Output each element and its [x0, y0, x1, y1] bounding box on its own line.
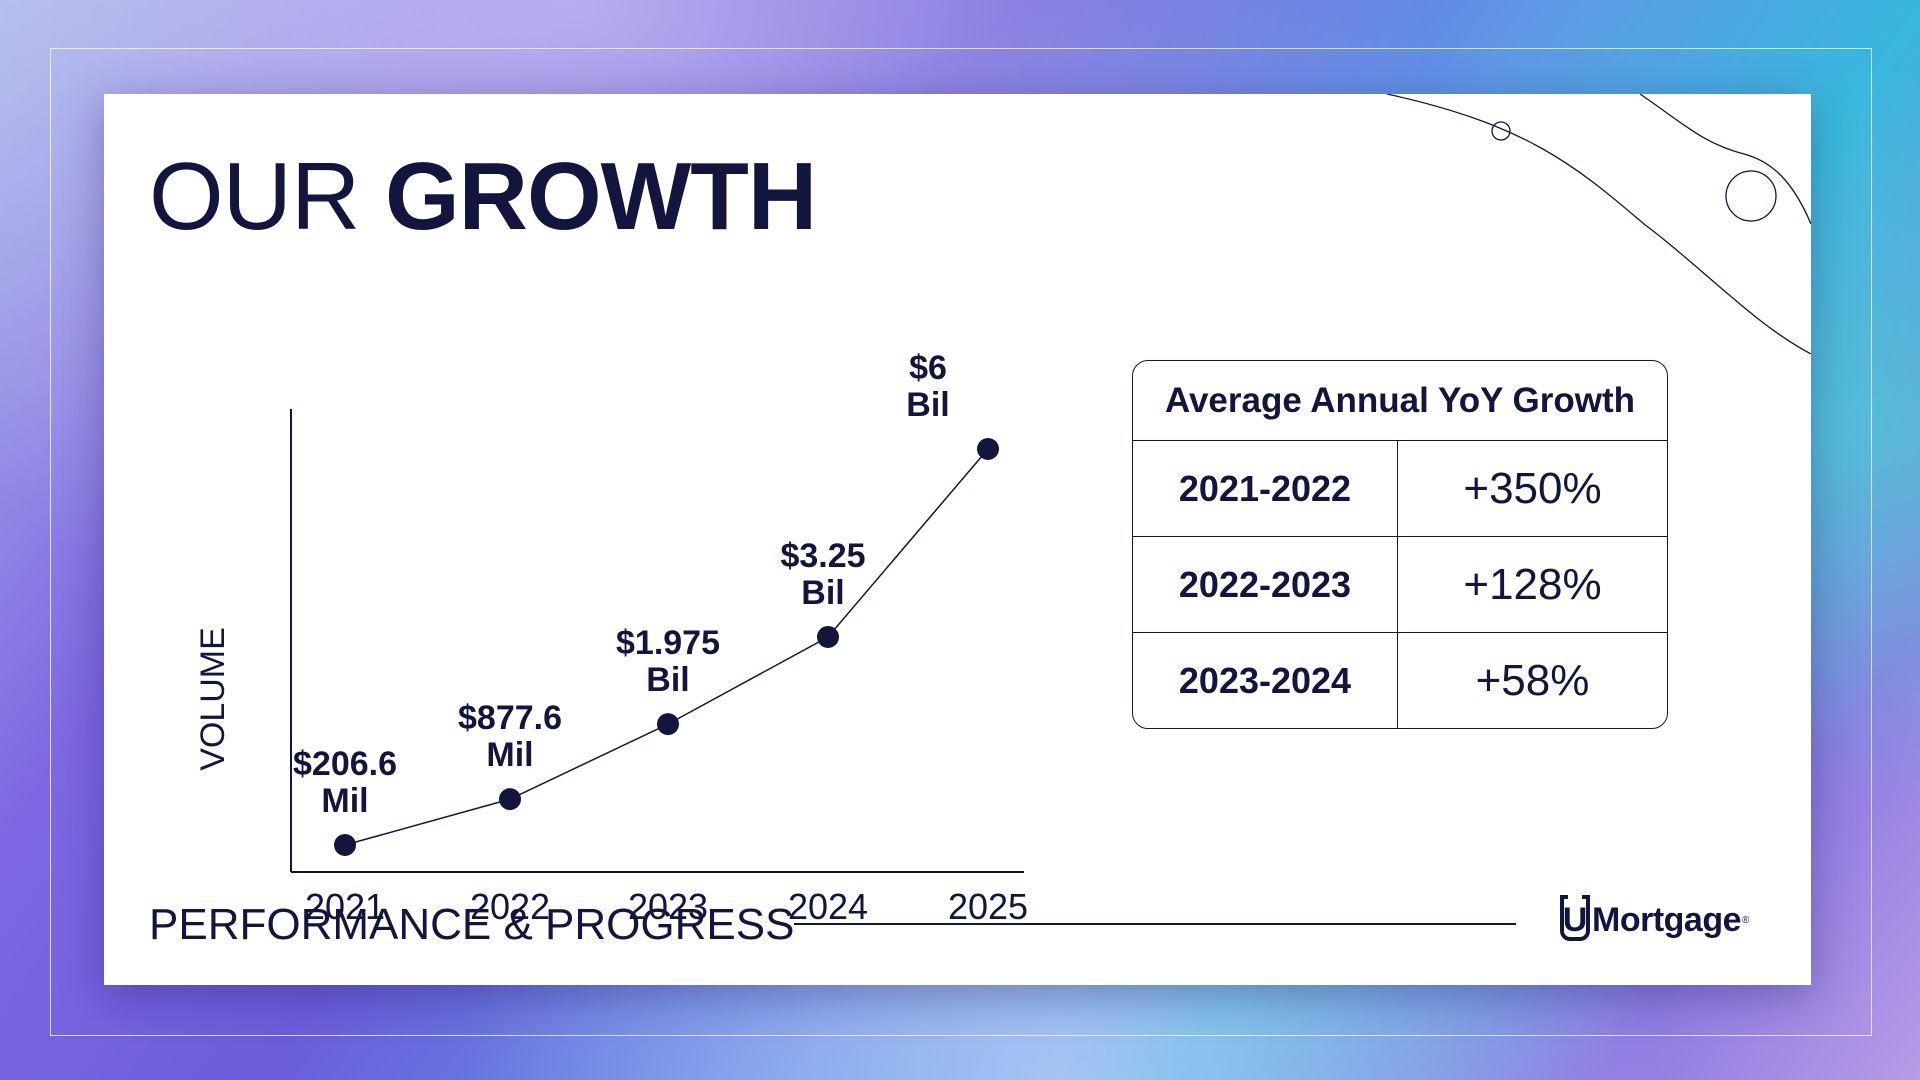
- logo-mark-letter: U: [1562, 901, 1588, 939]
- footer-caption: PERFORMANCE & PROGRESS: [149, 900, 795, 949]
- data-label: $6 Bil: [906, 349, 949, 424]
- slide-title: OUR GROWTH: [149, 149, 817, 245]
- small-circle-icon: [1491, 121, 1511, 141]
- logo-registered: ®: [1742, 914, 1750, 926]
- yoy-period: 2022-2023: [1133, 537, 1398, 632]
- yoy-period: 2021-2022: [1133, 441, 1398, 536]
- logo-text: Mortgage: [1592, 900, 1742, 939]
- growth-line-chart: VOLUME $206.6 Mil 2021 $877.6 Mil 2022 $1.975 B…: [194, 349, 1028, 927]
- data-point: [817, 625, 839, 648]
- large-circle-icon: [1725, 170, 1777, 222]
- x-tick-label: 2022: [470, 886, 550, 927]
- yoy-table-row: 2021-2022 +350%: [1133, 441, 1667, 537]
- data-point: [977, 438, 999, 460]
- data-label: $3.25 Bil: [780, 537, 865, 612]
- outer-frame: [50, 48, 1872, 1036]
- yoy-value: +128%: [1463, 559, 1602, 609]
- x-tick-label: 2023: [628, 886, 708, 927]
- yoy-period: 2023-2024: [1133, 633, 1398, 728]
- data-label: $877.6 Mil: [458, 699, 562, 774]
- yoy-value: +58%: [1475, 655, 1590, 705]
- y-axis-label: VOLUME: [194, 627, 232, 771]
- yoy-growth-table: Average Annual YoY Growth 2021-2022 +350…: [1132, 360, 1668, 729]
- footer-divider: [794, 923, 1516, 925]
- x-tick-label: 2021: [305, 886, 385, 927]
- x-tick-label: 2024: [788, 886, 868, 927]
- data-label: $1.975 Bil: [616, 624, 720, 699]
- title-bold: GROWTH: [385, 143, 817, 250]
- logo-mark-icon: U: [1560, 895, 1590, 941]
- yoy-table-row: 2022-2023 +128%: [1133, 537, 1667, 633]
- yoy-table-row: 2023-2024 +58%: [1133, 633, 1667, 728]
- data-point: [334, 834, 356, 856]
- yoy-table-header: Average Annual YoY Growth: [1133, 361, 1667, 441]
- yoy-value: +350%: [1463, 463, 1602, 513]
- slide-card: OUR GROWTH VOLUME $206.6 Mil 2021 $877.6 Mil…: [104, 94, 1811, 985]
- title-light: OUR: [149, 143, 385, 250]
- decorative-lines: [1386, 94, 1811, 354]
- data-label: $206.6 Mil: [293, 745, 397, 820]
- x-tick-label: 2025: [948, 886, 1028, 927]
- data-point: [499, 788, 521, 811]
- umortgage-logo: U Mortgage ®: [1560, 895, 1750, 941]
- data-point: [657, 713, 679, 736]
